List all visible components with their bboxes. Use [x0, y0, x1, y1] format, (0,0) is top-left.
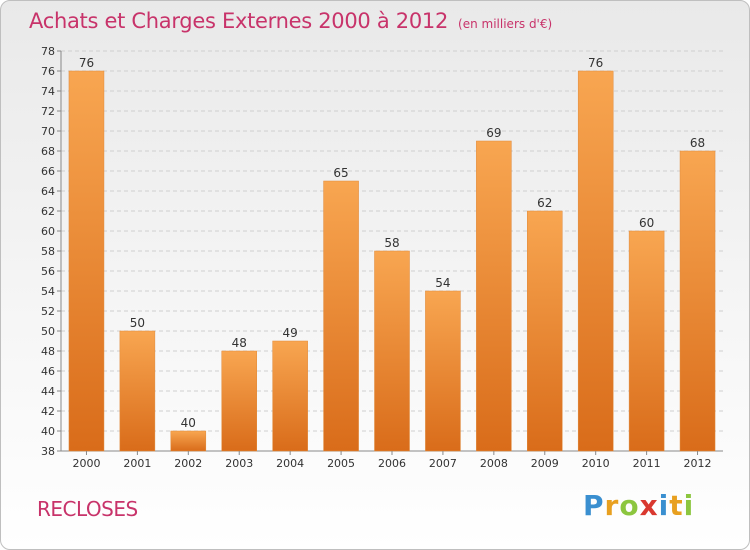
data-label: 76 — [588, 56, 603, 70]
x-tick-label: 2001 — [123, 457, 151, 470]
y-tick-label: 64 — [41, 185, 55, 198]
y-tick-label: 60 — [41, 225, 55, 238]
y-tick-label: 56 — [41, 265, 55, 278]
x-tick-label: 2007 — [429, 457, 457, 470]
x-tick-label: 2012 — [684, 457, 712, 470]
logo-letter: r — [604, 489, 620, 522]
y-tick-label: 66 — [41, 165, 55, 178]
data-label: 69 — [486, 126, 501, 140]
y-tick-label: 54 — [41, 285, 55, 298]
logo-letter: x — [639, 489, 659, 522]
bar — [68, 70, 105, 452]
y-tick-label: 48 — [41, 345, 55, 358]
x-tick-label: 2006 — [378, 457, 406, 470]
logo-letter: i — [658, 489, 670, 522]
y-tick-label: 50 — [41, 325, 55, 338]
bar — [679, 150, 716, 452]
x-tick-label: 2010 — [582, 457, 610, 470]
y-tick-label: 46 — [41, 365, 55, 378]
proxiti-logo: Proxiti — [583, 489, 694, 522]
logo-letter: t — [669, 489, 684, 522]
logo-letter: o — [619, 489, 640, 522]
y-tick-label: 70 — [41, 125, 55, 138]
data-label: 68 — [690, 136, 705, 150]
y-tick-label: 40 — [41, 425, 55, 438]
data-label: 49 — [283, 326, 298, 340]
logo-letter: i — [683, 489, 695, 522]
y-tick-label: 44 — [41, 385, 55, 398]
x-tick-label: 2002 — [174, 457, 202, 470]
data-label: 48 — [232, 336, 247, 350]
bar — [577, 70, 614, 452]
data-label: 62 — [537, 196, 552, 210]
y-tick-label: 38 — [41, 445, 55, 458]
data-label: 54 — [435, 276, 450, 290]
bar — [119, 330, 156, 452]
bar — [323, 180, 359, 452]
y-tick-label: 52 — [41, 305, 55, 318]
y-tick-label: 42 — [41, 405, 55, 418]
data-label: 76 — [79, 56, 94, 70]
data-label: 50 — [130, 316, 145, 330]
bar — [170, 430, 207, 452]
x-tick-label: 2011 — [633, 457, 661, 470]
x-tick-label: 2004 — [276, 457, 304, 470]
bar — [425, 290, 461, 452]
logo-letter: P — [583, 489, 605, 522]
bar — [374, 250, 410, 452]
x-tick-label: 2009 — [531, 457, 559, 470]
x-tick-label: 2008 — [480, 457, 508, 470]
x-tick-label: 2000 — [72, 457, 100, 470]
data-label: 65 — [333, 166, 348, 180]
y-tick-label: 72 — [41, 105, 55, 118]
y-tick-label: 68 — [41, 145, 55, 158]
bar — [221, 350, 257, 452]
data-label: 40 — [181, 416, 196, 430]
y-tick-label: 78 — [41, 45, 55, 58]
x-tick-label: 2003 — [225, 457, 253, 470]
y-tick-label: 58 — [41, 245, 55, 258]
data-label: 58 — [384, 236, 399, 250]
y-tick-label: 74 — [41, 85, 55, 98]
bar — [628, 230, 665, 452]
commune-name: RECLOSES — [37, 497, 138, 521]
chart-unit-label: (en milliers d'€) — [458, 17, 553, 31]
bar — [527, 210, 563, 452]
data-label: 60 — [639, 216, 654, 230]
chart-title-text: Achats et Charges Externes 2000 à 2012 — [29, 9, 449, 33]
chart-title: Achats et Charges Externes 2000 à 2012 (e… — [29, 9, 552, 33]
y-tick-label: 62 — [41, 205, 55, 218]
bar — [272, 340, 308, 452]
y-tick-label: 76 — [41, 65, 55, 78]
x-tick-label: 2005 — [327, 457, 355, 470]
bar — [476, 140, 512, 452]
